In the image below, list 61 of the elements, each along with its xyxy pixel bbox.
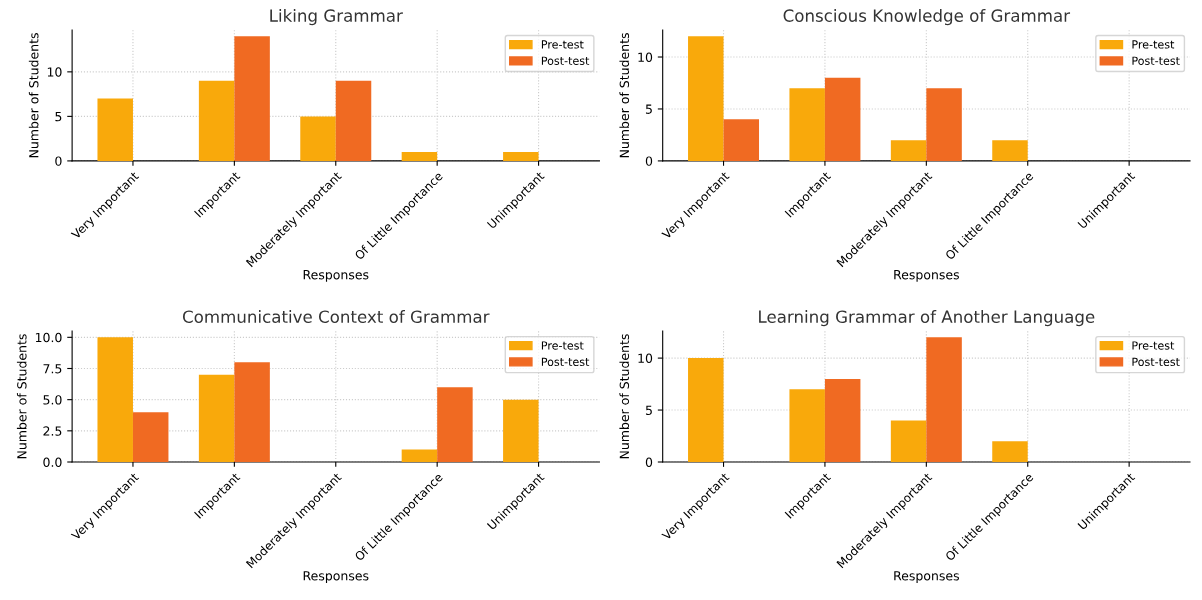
bar <box>688 36 724 161</box>
y-tick-label: 5 <box>645 405 652 415</box>
bar <box>926 88 962 161</box>
y-tick-label: 10 <box>47 67 62 77</box>
x-axis-title: Responses <box>303 270 369 282</box>
bar <box>335 80 372 161</box>
x-axis-title: Responses <box>303 571 369 583</box>
x-axis-title: Responses <box>894 270 959 282</box>
bar <box>824 77 861 161</box>
legend-label: Post-test <box>1132 56 1180 65</box>
bar <box>890 420 927 462</box>
bar <box>789 389 825 462</box>
y-axis-title: Number of Students <box>28 33 39 158</box>
bar <box>890 140 927 161</box>
bar <box>688 358 724 462</box>
legend-label: Post-test <box>541 56 590 65</box>
y-tick-label: 0 <box>55 156 62 166</box>
legend-label: Post-test <box>541 357 590 366</box>
y-tick-label: 5 <box>645 104 652 114</box>
bar <box>992 140 1028 161</box>
bar <box>926 337 962 462</box>
y-tick-label: 0.0 <box>43 457 62 467</box>
legend-label: Pre-test <box>541 40 584 49</box>
chart-title: Conscious Knowledge of Grammar <box>783 9 1071 26</box>
bar <box>234 362 270 462</box>
y-tick-label: 10 <box>638 52 653 62</box>
y-tick-label: 2.5 <box>43 426 62 436</box>
legend-label: Pre-test <box>541 341 584 350</box>
bar <box>97 337 133 462</box>
bar <box>789 88 825 161</box>
y-tick-label: 5.0 <box>43 395 62 405</box>
bar <box>401 152 438 161</box>
y-tick-label: 7.5 <box>43 364 62 374</box>
bar <box>437 387 473 462</box>
bar <box>198 80 235 161</box>
x-axis-title: Responses <box>894 571 959 583</box>
bar <box>824 378 861 462</box>
bar <box>234 36 270 161</box>
bar <box>401 449 438 462</box>
bar <box>97 98 133 161</box>
bar <box>992 441 1028 462</box>
y-tick-label: 0 <box>645 457 653 467</box>
y-tick-label: 10 <box>638 353 653 364</box>
bar <box>723 119 760 161</box>
chart-title: Learning Grammar of Another Language <box>759 310 1095 327</box>
y-tick-label: 5 <box>55 112 62 122</box>
legend-label: Pre-test <box>1132 341 1175 350</box>
y-axis-title: Number of Students <box>16 334 27 459</box>
y-tick-label: 0 <box>645 156 653 166</box>
y-axis-title: Number of Students <box>619 334 630 459</box>
chart-title: Communicative Context of Grammar <box>182 310 490 323</box>
legend-label: Post-test <box>1132 357 1180 366</box>
bar <box>198 374 235 462</box>
legend-label: Pre-test <box>1132 40 1175 49</box>
y-axis-title: Number of Students <box>619 33 630 158</box>
bar <box>503 152 539 161</box>
y-tick-label: 10.0 <box>35 332 62 343</box>
bar <box>132 412 169 462</box>
chart-title: Liking Grammar <box>270 9 403 26</box>
bar <box>300 116 336 161</box>
bar <box>503 399 539 462</box>
